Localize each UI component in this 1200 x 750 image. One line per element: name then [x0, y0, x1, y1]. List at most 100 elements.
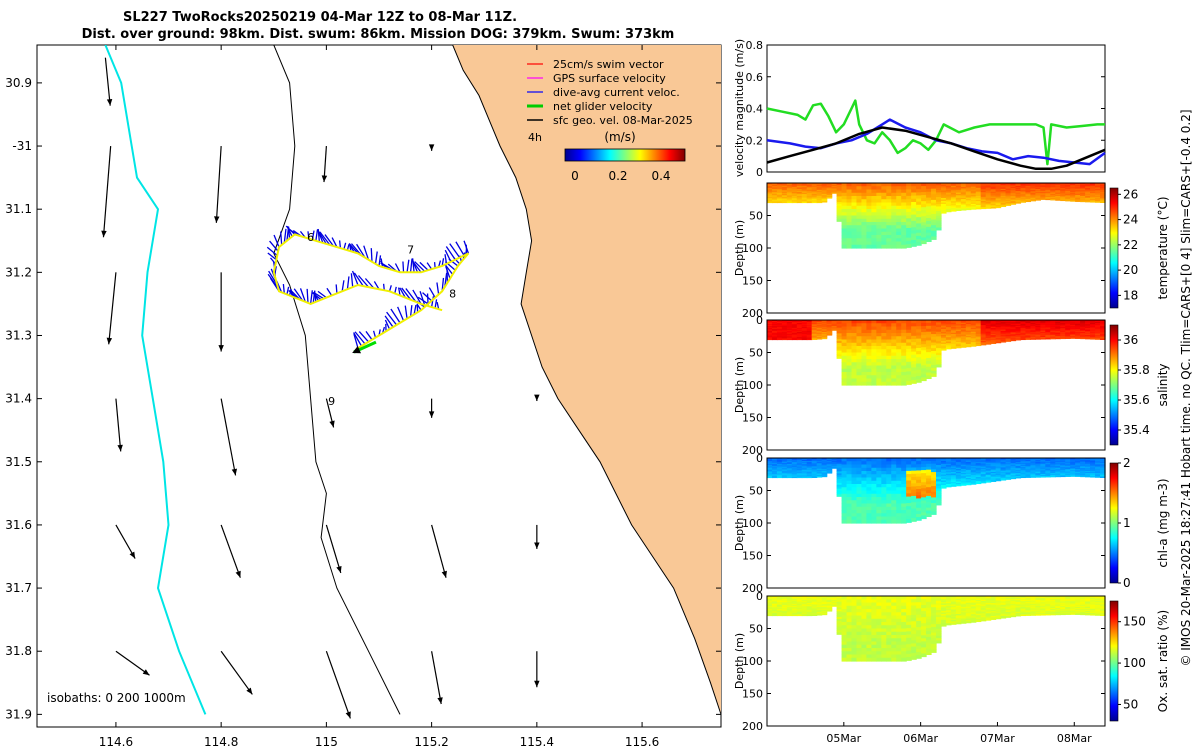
temperature-ctick-label-3: 24: [1123, 213, 1138, 227]
dac-vector-70: [343, 242, 347, 250]
dac-vector-118: [311, 292, 322, 301]
dac-vector-122: [335, 284, 338, 294]
isobath-200m: [273, 45, 401, 715]
dac-vector-62: [370, 248, 373, 262]
dac-vector-11: [386, 311, 398, 326]
dac-vector-139: [419, 291, 426, 306]
chla-ytick-label-3: 150: [742, 550, 763, 563]
dac-vector-39: [445, 246, 456, 261]
salinity-colorbar-label: salinity: [1156, 363, 1170, 406]
temperature-ctick-label-0: 18: [1123, 288, 1138, 302]
salinity-panel: 0 50 100 150 200 Depth (m) 35.4 35.6 35.8 36 salin…: [733, 314, 1170, 457]
temperature-cells: [767, 183, 1106, 249]
velocity-series-0: [766, 99, 1105, 166]
map-ytick-label-1: -31: [12, 139, 32, 153]
map-title-line2: Dist. over ground: 98km. Dist. swum: 86k…: [82, 27, 675, 42]
temperature-ylabel: Depth (m): [733, 220, 746, 276]
geo-vector-17: [115, 650, 150, 676]
salinity-ctick-label-0: 35.4: [1123, 423, 1150, 437]
dac-vector-78: [315, 229, 319, 241]
dac-vector-137: [405, 288, 417, 303]
dac-vector-71: [338, 240, 342, 249]
dac-vector-69: [346, 244, 350, 251]
dac-vector-46: [419, 261, 429, 271]
dac-vector-37: [455, 241, 465, 256]
geo-vector-9: [325, 398, 335, 428]
dac-vector-73: [324, 234, 334, 247]
dac-vector-42: [441, 258, 445, 267]
salinity-ytick-label-4: 200: [742, 444, 763, 457]
dac-vector-14: [404, 305, 408, 319]
dac-vector-41: [444, 254, 448, 265]
dac-vector-94: [269, 257, 277, 265]
time-scale-label: 4h: [528, 131, 542, 144]
map-xtick-label-1: 114.8: [204, 735, 238, 749]
temperature-colorbar-label: temperature (°C): [1156, 197, 1170, 300]
dac-vector-28: [444, 263, 454, 275]
dac-vector-18: [416, 303, 422, 311]
dac-vector-132: [388, 285, 392, 292]
oxygen-cells: [767, 596, 1106, 662]
glider-track: [272, 233, 470, 349]
track-label-1: 7: [407, 243, 414, 256]
map-ytick-label-8: 31.7: [5, 581, 32, 595]
dac-vector-2: [354, 331, 366, 345]
dac-vector-27: [445, 266, 451, 279]
dac-vector-121: [326, 287, 333, 296]
salinity-ctick-label-1: 35.6: [1123, 393, 1150, 407]
legend-item-geo: sfc geo. vel. 08-Mar-2025: [527, 114, 693, 127]
map-ytick-label-9: 31.8: [5, 644, 32, 658]
salinity-ctick-label-3: 36: [1123, 333, 1138, 347]
map-ytick-label-3: 31.2: [5, 265, 32, 279]
dac-vector-133: [394, 286, 397, 294]
legend-item-net: net glider velocity: [527, 100, 653, 113]
dac-vector-63: [363, 245, 370, 260]
dac-vector-126: [351, 270, 359, 286]
dac-vector-74: [319, 231, 331, 246]
dac-vector-125: [350, 273, 354, 288]
vel-ytick-label-2: 0.4: [746, 103, 764, 116]
velocity-panel: 0 0.2 0.4 0.6 0.8 velocity magnitude (m/s): [733, 39, 1106, 179]
legend-item-gps: GPS surface velocity: [527, 72, 666, 85]
dac-vector-4: [365, 330, 373, 341]
dac-vector-130: [373, 281, 380, 290]
oxygen-ytick-label-3: 150: [742, 688, 763, 701]
map-xtick-label-3: 115.2: [414, 735, 448, 749]
legend-item-swim: 25cm/s swim vector: [527, 58, 664, 71]
salinity-colorbar: [1109, 324, 1119, 446]
map-title-line1: SL227 TwoRocks20250219 04-Mar 12Z to 08-…: [123, 10, 517, 25]
map-xtick-label-5: 115.6: [625, 735, 659, 749]
legend-label-dac: dive-avg current veloc.: [553, 86, 680, 99]
oxygen-colorbar-label: Ox. sat. ratio (%): [1156, 610, 1170, 712]
dac-vector-5: [372, 330, 377, 338]
isobath-1000m: [104, 45, 207, 715]
dac-vector-113: [306, 288, 309, 303]
oxygen-ytick-label-4: 200: [742, 720, 763, 733]
temperature-ytick-label-3: 150: [742, 275, 763, 288]
dac-vector-128: [357, 275, 369, 288]
dac-vector-1: [353, 332, 363, 347]
dac-vector-90: [273, 234, 280, 248]
oxygen-ytick-label-0: 0: [756, 590, 763, 603]
vel-ytick-label-3: 0.6: [746, 71, 764, 84]
dac-vector-92: [266, 246, 278, 256]
geo-vector-14: [325, 524, 342, 574]
dac-vector-61: [374, 251, 378, 265]
geo-vector-3: [321, 145, 328, 183]
dac-vector-0: [353, 333, 359, 349]
geo-vector-20: [431, 651, 443, 705]
geo-vector-5: [106, 272, 117, 345]
map-ytick-label-6: 31.5: [5, 455, 32, 469]
dac-vector-89: [280, 231, 283, 246]
velocity-ylabel: velocity magnitude (m/s): [733, 39, 746, 177]
dac-vector-138: [412, 289, 422, 305]
map-colorbar-tick-2: 0.4: [651, 169, 670, 183]
map-xtick-label-4: 115.4: [520, 735, 554, 749]
dac-vector-80: [307, 231, 310, 239]
map-ytick-label-5: 31.4: [5, 392, 32, 406]
map-xtick-label-0: 114.6: [99, 735, 133, 749]
map-colorbar-title: (m/s): [604, 130, 635, 144]
dac-vector-79: [311, 230, 315, 240]
